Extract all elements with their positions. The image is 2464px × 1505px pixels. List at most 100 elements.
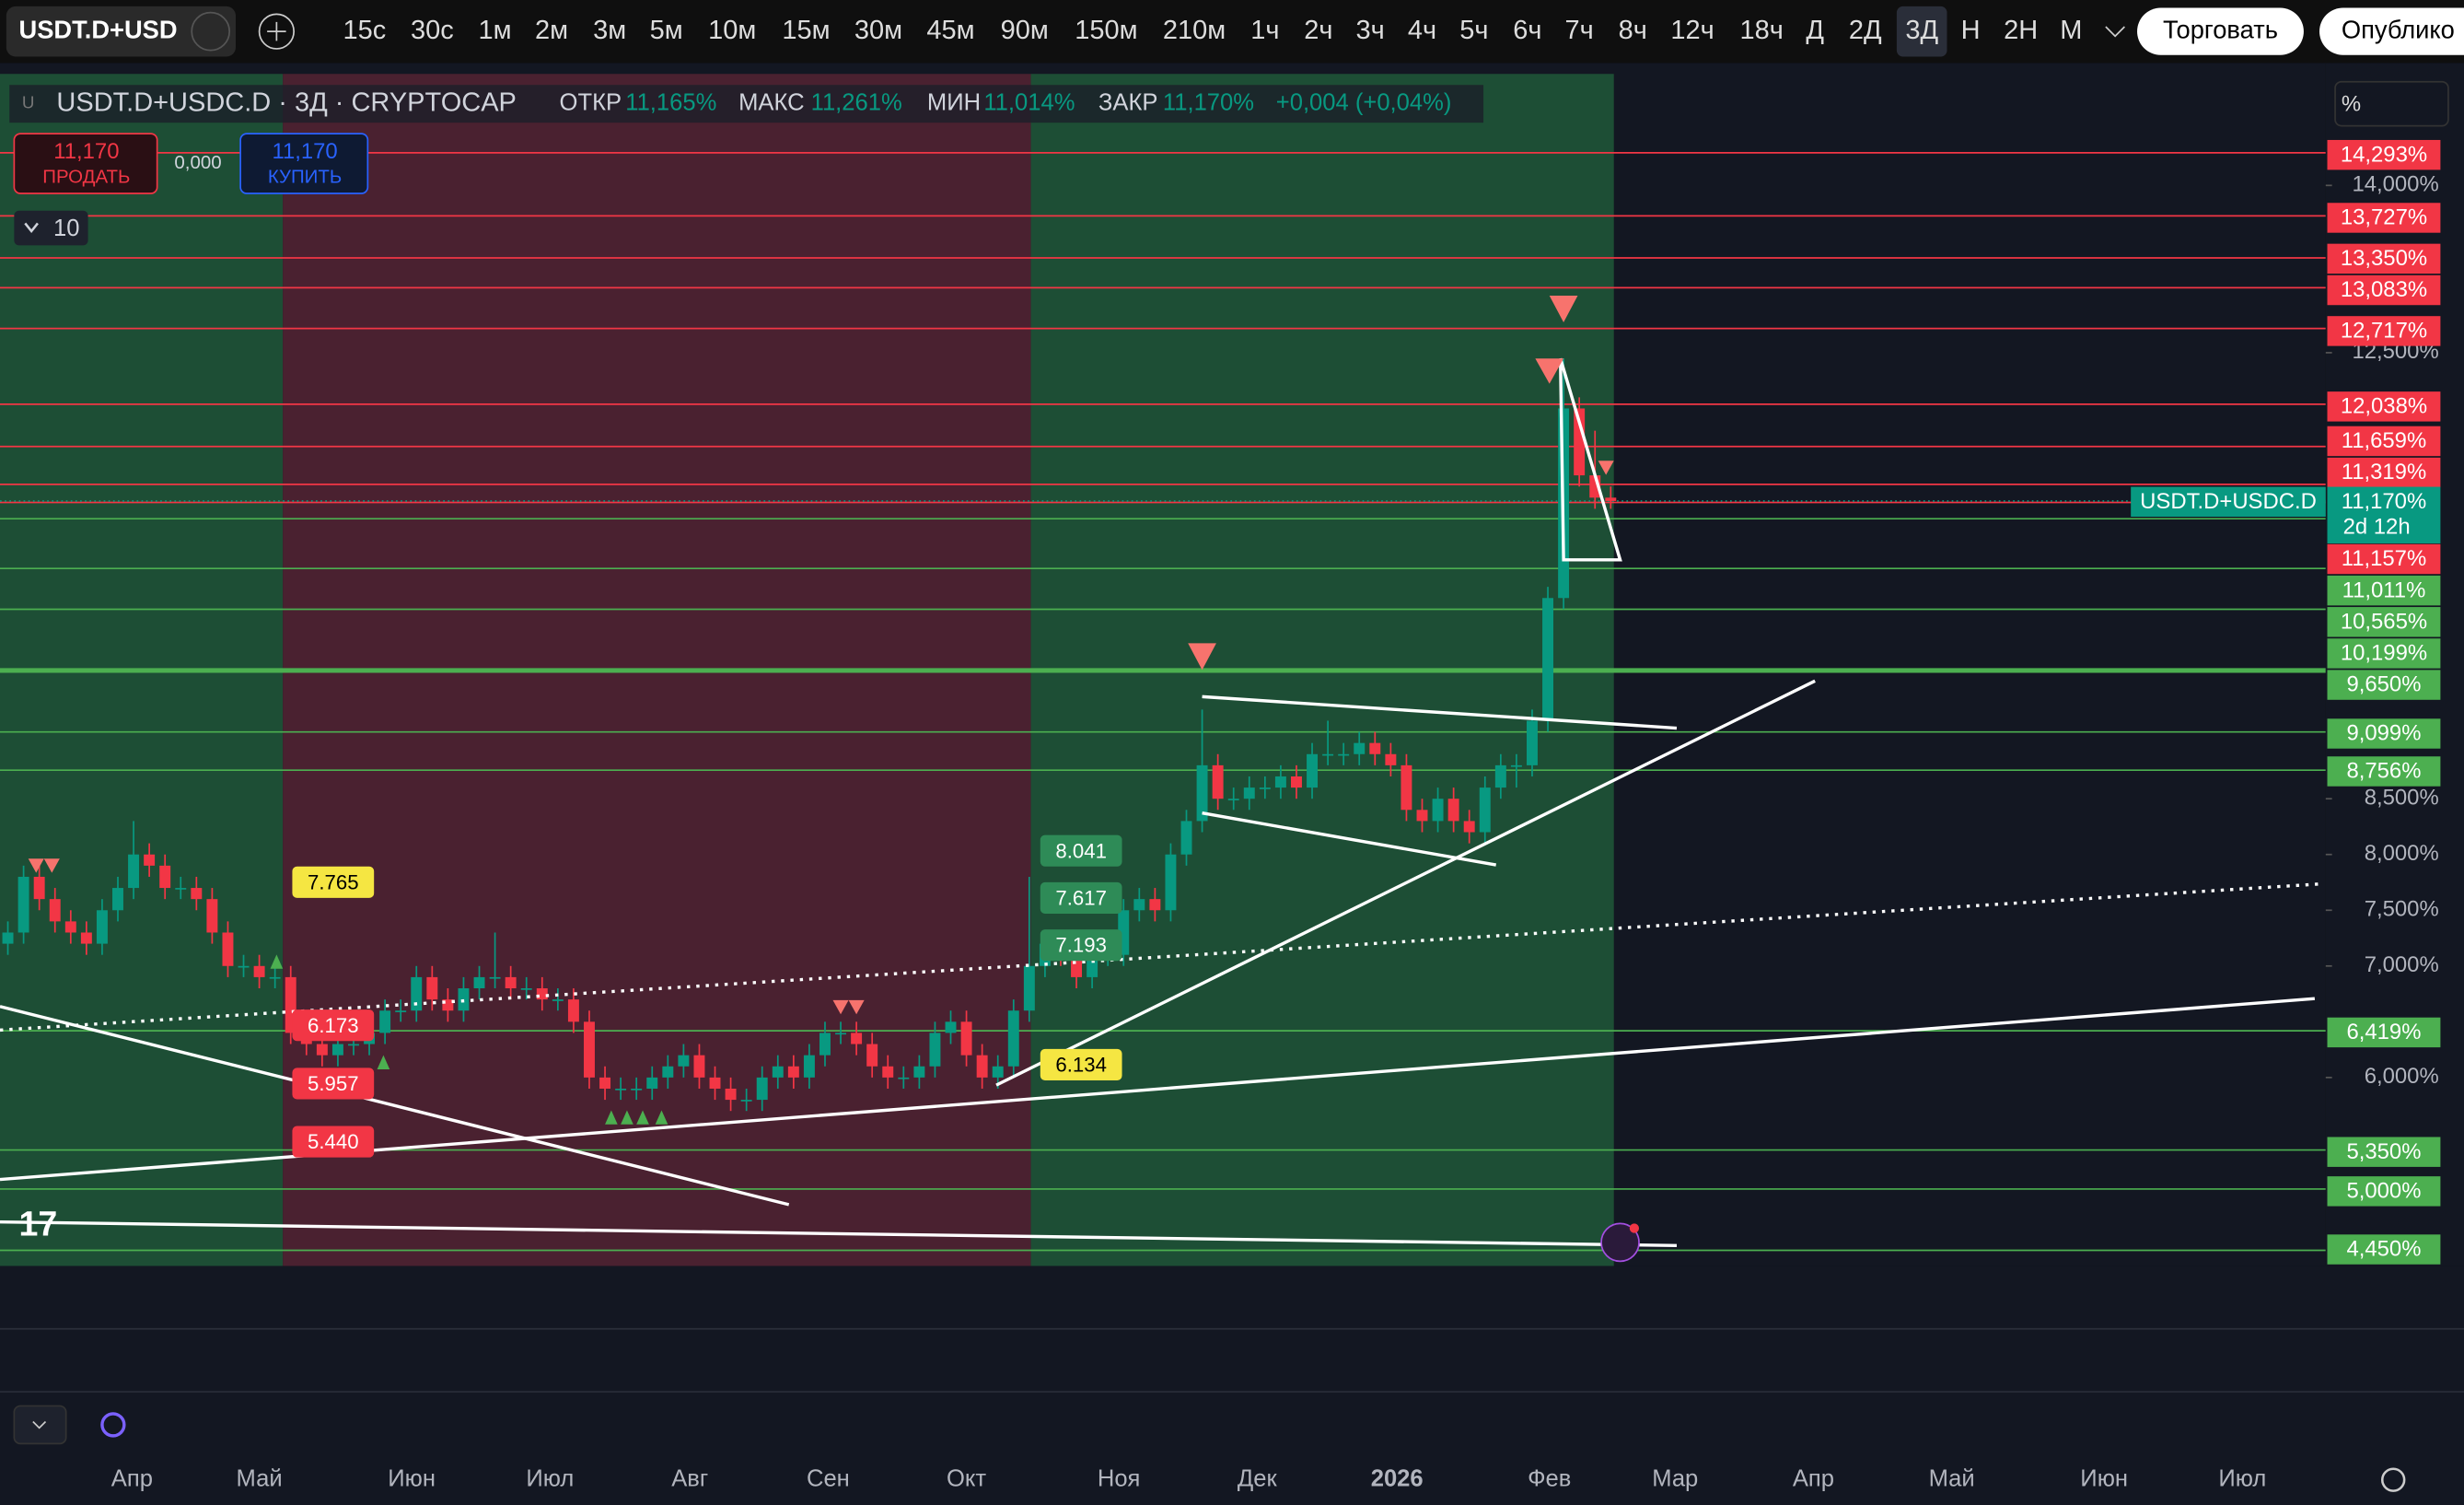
interval[interactable]: 90м [1001, 16, 1049, 45]
candle-body [379, 1010, 391, 1033]
candle-body [1007, 1010, 1019, 1067]
y-tick-label: 8,000% [2365, 841, 2439, 866]
interval[interactable]: 2м [535, 16, 568, 45]
x-tick-label: Июн [2080, 1465, 2128, 1491]
interval[interactable]: 8ч [1619, 16, 1647, 45]
candle-body [1322, 753, 1334, 756]
candle-body [80, 932, 92, 944]
trend-line [0, 997, 2316, 1182]
x-tick-label: Июн [388, 1465, 436, 1491]
indicators-toggle[interactable] [14, 210, 88, 246]
interval[interactable]: 4ч [1408, 16, 1436, 45]
settings-icon[interactable] [2380, 1467, 2406, 1492]
interval[interactable]: 3ч [1356, 16, 1385, 45]
marker [621, 1110, 633, 1125]
symbol-search[interactable] [6, 6, 236, 57]
interval[interactable]: 7ч [1565, 16, 1594, 45]
interval[interactable]: 12ч [1670, 16, 1714, 45]
sell-button[interactable] [13, 133, 158, 194]
interval[interactable]: 15с [343, 16, 387, 45]
alert-dot [1629, 1223, 1640, 1233]
x-tick-label: Май [1929, 1465, 1975, 1491]
trade-button[interactable] [2137, 7, 2304, 55]
triangle [1558, 357, 1622, 562]
interval[interactable]: 2ч [1304, 16, 1332, 45]
interval[interactable]: Д [1806, 16, 1824, 45]
candle-body [552, 999, 564, 1001]
interval[interactable]: 6ч [1513, 16, 1541, 45]
interval[interactable]: 5ч [1459, 16, 1488, 45]
level-label-bg [2327, 203, 2441, 233]
candle-body [238, 965, 250, 968]
interval[interactable]: 1ч [1250, 16, 1279, 45]
candle-body [1274, 776, 1286, 788]
marker [1535, 358, 1564, 384]
publish-label: Опублико [2342, 15, 2455, 43]
level-label: 11,011% [2342, 578, 2426, 602]
level-label: 8,756% [2346, 759, 2421, 784]
interval[interactable]: 10м [708, 16, 756, 45]
marker [270, 954, 284, 969]
interval[interactable]: Н [1961, 16, 1981, 45]
interval[interactable]: 5м [650, 16, 683, 45]
interval[interactable]: 15м [782, 16, 830, 45]
candle-body [1542, 598, 1554, 721]
collapse-button[interactable] [13, 1405, 67, 1445]
marker [43, 858, 60, 873]
interval[interactable]: М [2060, 16, 2082, 45]
pro-icon[interactable] [191, 11, 231, 52]
level-label: 11,157% [2342, 546, 2426, 571]
candle-body [1165, 854, 1177, 911]
buy-price: 11,170 [272, 139, 337, 164]
annotation: 7.617 [1055, 886, 1107, 909]
interval[interactable]: 2Н [2004, 16, 2038, 45]
x-tick-label: Июл [2218, 1465, 2266, 1491]
interval[interactable]: 30с [411, 16, 454, 45]
drawings [0, 357, 2323, 1247]
candle-body [787, 1066, 799, 1078]
interval[interactable]: 18ч [1739, 16, 1783, 45]
candle-body [144, 854, 156, 866]
level-label-bg [2327, 575, 2441, 606]
interval[interactable]: 2Д [1849, 16, 1882, 45]
level-label: 13,350% [2341, 246, 2427, 271]
candle-body [1589, 475, 1601, 498]
candle-body [1338, 753, 1350, 756]
annotation-bg [1040, 1048, 1122, 1080]
x-tick-label: Сен [807, 1465, 850, 1491]
interval[interactable]: 150м [1075, 16, 1137, 45]
interval[interactable]: 210м [1163, 16, 1226, 45]
more-intervals[interactable] [2105, 26, 2125, 38]
countdown: 2d 12h [2343, 514, 2411, 539]
signal-markers [270, 954, 668, 1125]
candle-body [756, 1077, 768, 1101]
add-symbol[interactable] [258, 13, 295, 50]
interval[interactable]: 45м [926, 16, 974, 45]
alert-icon[interactable] [1600, 1222, 1640, 1263]
interval[interactable]: 30м [854, 16, 902, 45]
interval[interactable]: 1м [479, 16, 512, 45]
interval[interactable]: 3м [593, 16, 626, 45]
candle-body [913, 1066, 925, 1078]
interval-active[interactable] [1896, 6, 1947, 57]
level-label: 11,659% [2342, 428, 2426, 453]
marker [377, 1055, 390, 1070]
level-label-bg [2327, 670, 2441, 700]
candle-body [1605, 497, 1617, 501]
candle-body [851, 1032, 863, 1044]
time-axis: Апр Май Июн Июл Авг Сен Окт Ноя Дек 2026 Фев Мар Апр… [111, 1465, 2267, 1491]
y-tick-label: 7,500% [2365, 897, 2439, 922]
annotation-bg [1040, 929, 1122, 962]
publish-button[interactable] [2319, 7, 2464, 55]
x-tick-label: Апр [1793, 1465, 1834, 1491]
candle-body [159, 865, 171, 889]
interval[interactable]: 3Д [1905, 16, 1938, 45]
buy-button[interactable] [239, 133, 369, 194]
candle-body [1290, 776, 1302, 788]
scale-button[interactable] [2334, 80, 2449, 127]
annotation: 7.765 [308, 870, 359, 893]
current-price: 11,170% [2342, 489, 2426, 514]
sync-icon[interactable] [100, 1412, 126, 1438]
candle-body [175, 888, 187, 890]
